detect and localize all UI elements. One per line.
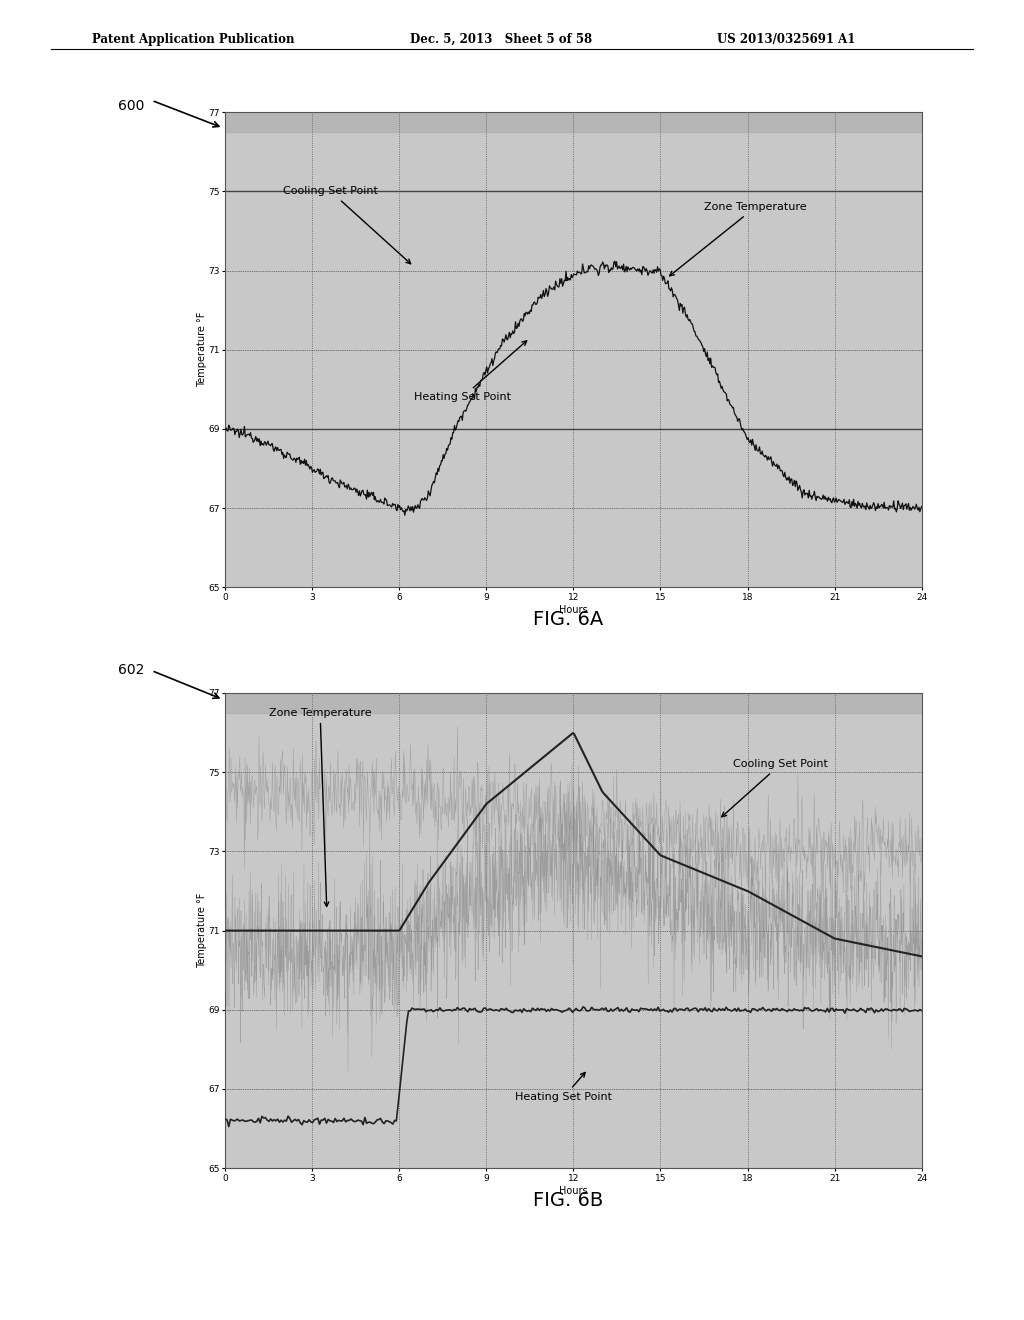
Text: FIG. 6A: FIG. 6A — [534, 610, 603, 628]
Y-axis label: Temperature °F: Temperature °F — [197, 892, 207, 969]
Text: 600: 600 — [118, 99, 144, 114]
X-axis label: Hours: Hours — [559, 605, 588, 615]
Y-axis label: Temperature °F: Temperature °F — [197, 312, 207, 388]
X-axis label: Hours: Hours — [559, 1185, 588, 1196]
Text: Zone Temperature: Zone Temperature — [268, 708, 372, 907]
Text: Dec. 5, 2013   Sheet 5 of 58: Dec. 5, 2013 Sheet 5 of 58 — [410, 33, 592, 46]
Text: Zone Temperature: Zone Temperature — [670, 202, 807, 276]
Text: Cooling Set Point: Cooling Set Point — [722, 759, 827, 817]
Text: Cooling Set Point: Cooling Set Point — [284, 186, 411, 264]
Text: US 2013/0325691 A1: US 2013/0325691 A1 — [717, 33, 855, 46]
Text: Patent Application Publication: Patent Application Publication — [92, 33, 295, 46]
Text: Heating Set Point: Heating Set Point — [515, 1072, 612, 1102]
Text: Heating Set Point: Heating Set Point — [414, 341, 526, 403]
Text: FIG. 6B: FIG. 6B — [534, 1191, 603, 1209]
Text: 602: 602 — [118, 663, 144, 677]
